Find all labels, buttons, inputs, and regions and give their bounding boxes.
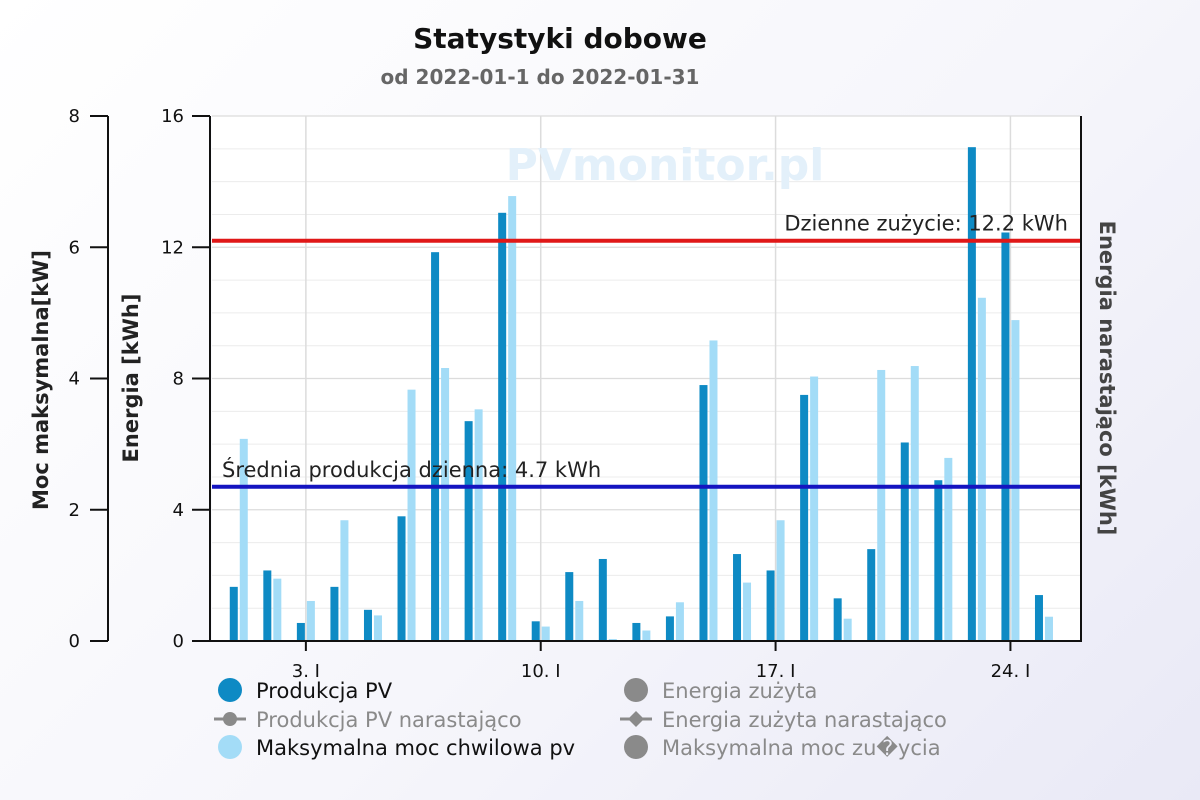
bar-produkcja-pv-day-18 — [800, 394, 809, 641]
tick-label-x-day-24: 24. I — [991, 661, 1031, 682]
bar-produkcja-pv-day-7 — [431, 252, 440, 641]
bar-max-moc-pv-day-14 — [675, 602, 684, 641]
legend-item-5: Maksymalna moc zu�ycia — [624, 735, 941, 760]
tick-label-power-4: 4 — [69, 369, 80, 390]
tick-label-energy-16: 16 — [161, 106, 184, 127]
bar-produkcja-pv-day-10 — [531, 621, 540, 641]
bar-max-moc-pv-day-10 — [541, 626, 550, 641]
bar-produkcja-pv-day-2 — [263, 570, 272, 641]
tick-label-x-day-10: 10. I — [521, 661, 561, 682]
bar-max-moc-pv-day-3 — [306, 600, 315, 641]
bar-max-moc-pv-day-15 — [709, 340, 718, 641]
legend-symbol-3 — [628, 711, 644, 727]
bar-max-moc-pv-day-22 — [944, 457, 953, 641]
bar-max-moc-pv-day-23 — [977, 297, 986, 641]
bar-max-moc-pv-day-2 — [273, 578, 282, 641]
bar-produkcja-pv-day-5 — [363, 609, 372, 641]
bar-produkcja-pv-day-11 — [565, 572, 574, 641]
tick-label-power-8: 8 — [69, 106, 80, 127]
bar-produkcja-pv-day-23 — [967, 147, 976, 641]
bar-max-moc-pv-day-9 — [508, 196, 517, 641]
legend-symbol-5 — [624, 735, 648, 759]
plotline-label-1: Średnia produkcja dzienna: 4.7 kWh — [222, 457, 601, 482]
legend-label-0: Produkcja PV — [256, 679, 393, 703]
legend-label-5: Maksymalna moc zu�ycia — [662, 735, 941, 760]
legend-symbol-4 — [218, 735, 242, 759]
chart-legend: Produkcja PV Energia zużyta Produkcja PV n… — [214, 678, 947, 760]
bar-produkcja-pv-day-3 — [296, 622, 305, 641]
legend-item-2: Produkcja PV narastająco — [214, 708, 522, 732]
bar-max-moc-pv-day-16 — [743, 582, 752, 641]
tick-label-x-day-17: 17. I — [756, 661, 796, 682]
legend-symbol-1 — [624, 678, 648, 702]
bar-produkcja-pv-day-14 — [665, 616, 674, 641]
bar-max-moc-pv-day-24 — [1011, 320, 1020, 641]
tick-label-power-2: 2 — [69, 500, 80, 521]
bar-max-moc-pv-day-18 — [810, 376, 819, 641]
bar-max-moc-pv-day-1 — [239, 438, 248, 641]
bars-group — [229, 147, 1053, 641]
bar-produkcja-pv-day-6 — [397, 516, 406, 641]
bar-max-moc-pv-day-11 — [575, 600, 584, 641]
bar-produkcja-pv-day-13 — [632, 622, 641, 641]
legend-symbol-2 — [223, 712, 237, 726]
bar-produkcja-pv-day-1 — [229, 586, 238, 641]
watermark-text: PVmonitor.pl — [506, 140, 825, 191]
axes-group: 0 2 4 6 8 0 4 8 12 16 3. I 10. I 17. I 24. I — [69, 106, 1082, 682]
legend-item-0: Produkcja PV — [218, 678, 393, 703]
legend-item-4: Maksymalna moc chwilowa pv — [218, 735, 575, 760]
bar-max-moc-pv-day-20 — [877, 369, 886, 641]
y-axis-title-power: Moc maksymalna[kW] — [29, 250, 53, 510]
legend-item-3: Energia zużyta narastająco — [620, 708, 947, 732]
tick-label-x-day-3: 3. I — [292, 661, 320, 682]
bar-max-moc-pv-day-8 — [474, 409, 483, 641]
legend-symbol-0 — [218, 678, 242, 702]
tick-label-energy-12: 12 — [161, 237, 184, 258]
legend-label-3: Energia zużyta narastająco — [662, 708, 947, 732]
bar-max-moc-pv-day-19 — [843, 618, 852, 641]
plot-lines: Dzienne zużycie: 12.2 kWh Średnia produkc… — [212, 212, 1080, 489]
bar-produkcja-pv-day-22 — [934, 480, 943, 641]
bar-max-moc-pv-day-5 — [373, 615, 382, 641]
bar-max-moc-pv-day-4 — [340, 520, 349, 641]
bar-max-moc-pv-day-7 — [441, 368, 450, 641]
bar-produkcja-pv-day-12 — [598, 558, 607, 641]
bar-max-moc-pv-day-6 — [407, 389, 416, 641]
tick-label-power-0: 0 — [69, 631, 80, 652]
bar-produkcja-pv-day-17 — [766, 570, 775, 641]
bar-produkcja-pv-day-9 — [498, 212, 507, 641]
bar-max-moc-pv-day-25 — [1044, 616, 1053, 641]
bar-max-moc-pv-day-17 — [776, 520, 785, 641]
tick-label-energy-4: 4 — [173, 500, 184, 521]
bar-produkcja-pv-day-25 — [1034, 595, 1043, 641]
bar-produkcja-pv-day-8 — [464, 421, 473, 641]
bar-max-moc-pv-day-13 — [642, 630, 651, 641]
bar-produkcja-pv-day-20 — [867, 549, 876, 641]
bar-produkcja-pv-day-15 — [699, 385, 708, 641]
bar-produkcja-pv-day-21 — [900, 442, 909, 641]
grid-lines — [212, 115, 1080, 642]
bar-max-moc-pv-day-21 — [910, 366, 919, 641]
plotline-label-0: Dzienne zużycie: 12.2 kWh — [784, 212, 1068, 236]
tick-label-energy-0: 0 — [173, 631, 184, 652]
y-axis-title-energy: Energia [kWh] — [119, 294, 143, 463]
legend-label-1: Energia zużyta — [662, 679, 817, 703]
y-axis-title-cumulative: Energia narastająco [kWh] — [1095, 221, 1119, 536]
bar-produkcja-pv-day-4 — [330, 586, 339, 641]
legend-item-1: Energia zużyta — [624, 678, 817, 703]
tick-label-energy-8: 8 — [173, 369, 184, 390]
tick-label-power-6: 6 — [69, 237, 80, 258]
bar-produkcja-pv-day-24 — [1001, 232, 1010, 641]
chart-subtitle: od 2022-01-1 do 2022-01-31 — [381, 65, 700, 89]
legend-label-4: Maksymalna moc chwilowa pv — [256, 736, 575, 760]
chart-title: Statystyki dobowe — [413, 22, 707, 55]
legend-label-2: Produkcja PV narastająco — [256, 708, 522, 732]
bar-produkcja-pv-day-16 — [733, 554, 742, 641]
bar-produkcja-pv-day-19 — [833, 598, 842, 641]
